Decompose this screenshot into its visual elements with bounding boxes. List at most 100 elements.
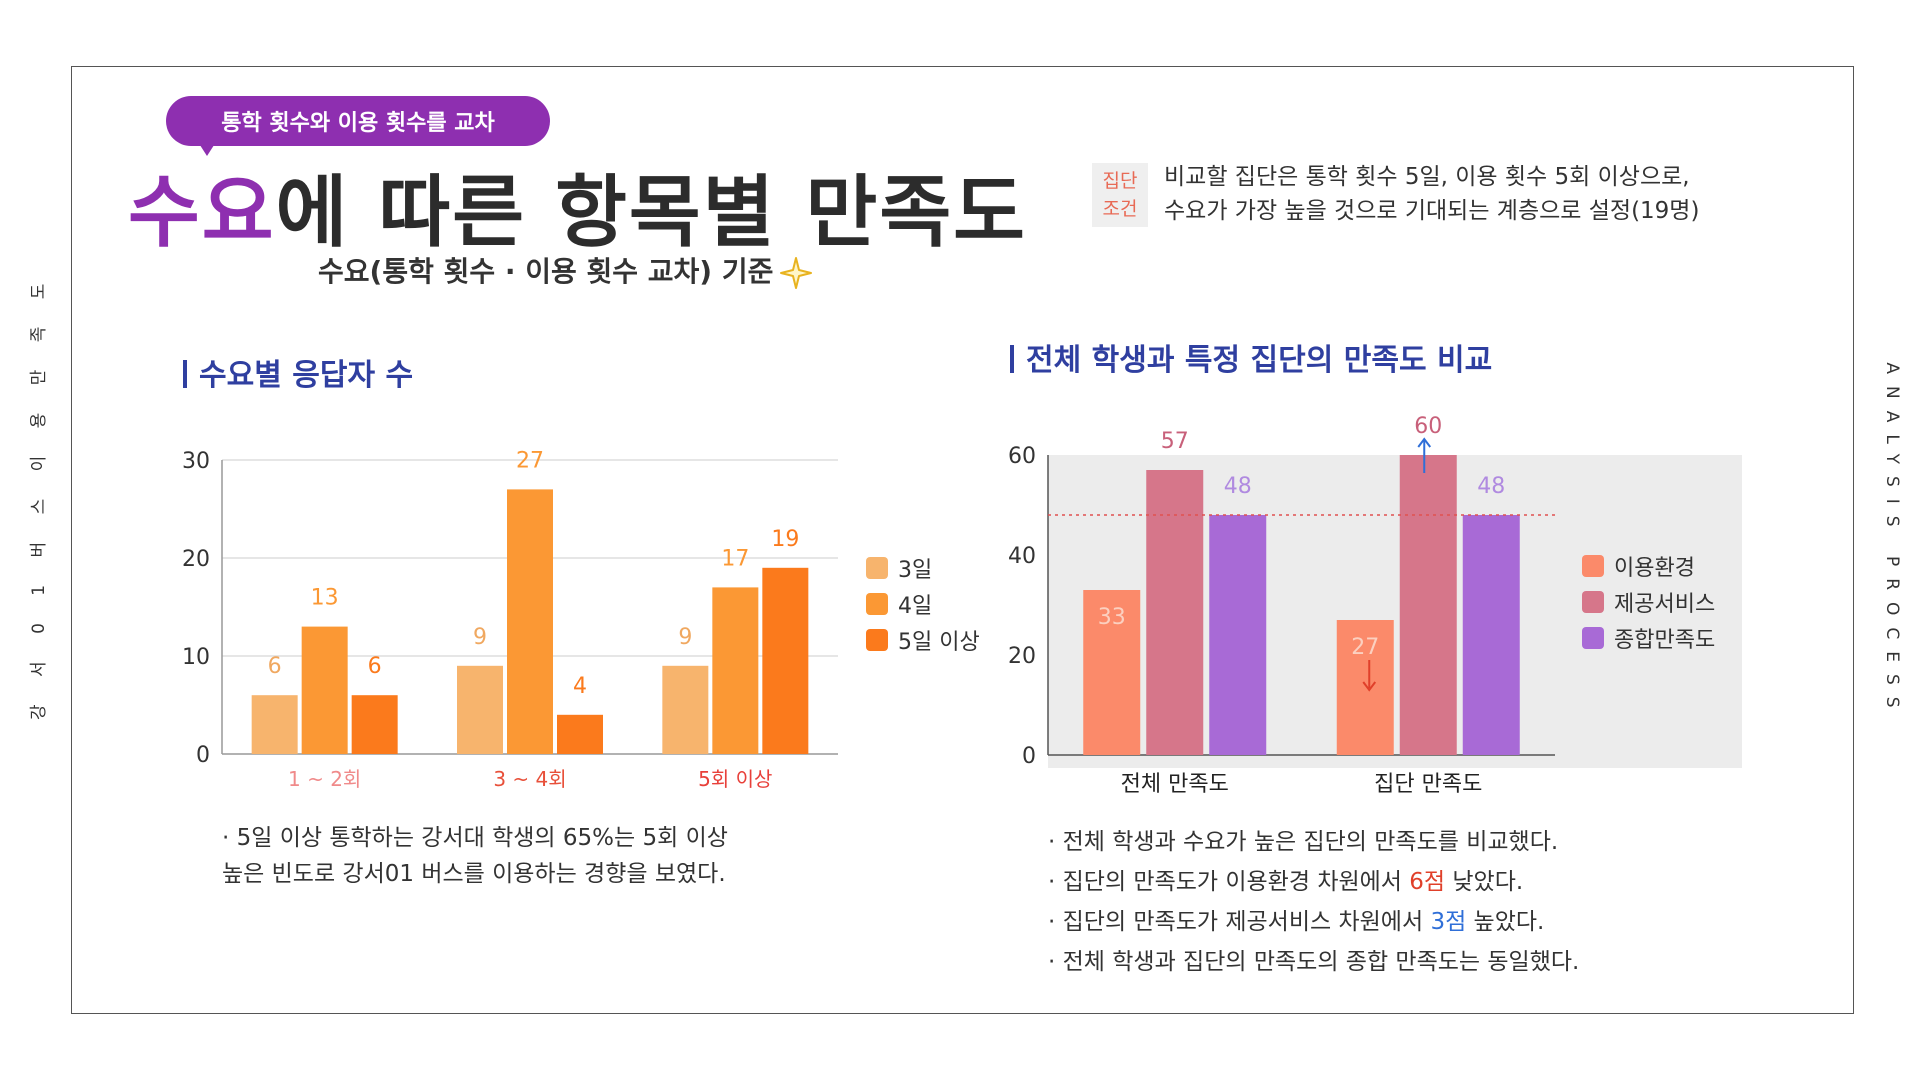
bar <box>1336 620 1394 755</box>
right-note-2-pre: · 집단의 만족도가 이용환경 차원에서 <box>1048 869 1410 895</box>
respondents-legend-item: 3일 <box>866 550 980 586</box>
legend-label: 4일 <box>898 594 933 619</box>
legend-swatch <box>1582 555 1604 577</box>
condition-tag-line1: 집단 <box>1102 170 1138 192</box>
right-section-title-text: 전체 학생과 특정 집단의 만족도 비교 <box>1026 343 1493 378</box>
x-tick-label: 3 ~ 4회 <box>493 767 566 791</box>
side-label-left-text: 강 서 0 1 버 스 이 용 만 족 도 <box>29 272 49 720</box>
down-arrow-head <box>1362 681 1377 692</box>
legend-label: 제공서비스 <box>1614 592 1716 617</box>
data-label: 48 <box>1477 474 1505 499</box>
x-tick-label: 5회 이상 <box>698 767 772 791</box>
right-note-2: · 집단의 만족도가 이용환경 차원에서 6점 낮았다. <box>1048 862 1579 902</box>
data-label: 9 <box>678 625 692 650</box>
condition-line1: 비교할 집단은 통학 횟수 5일, 이용 횟수 5회 이상으로, <box>1164 164 1690 190</box>
right-note-3-pre: · 집단의 만족도가 제공서비스 차원에서 <box>1048 909 1431 935</box>
legend-swatch <box>866 629 888 651</box>
data-label: 48 <box>1224 474 1252 499</box>
respondents-legend-item: 5일 이상 <box>866 622 980 658</box>
satisfaction-legend-item: 종합만족도 <box>1582 620 1715 656</box>
side-label-right-text: ANALYSIS PROCESS <box>1882 362 1902 720</box>
left-note-line2: 높은 빈도로 강서01 버스를 이용하는 경향을 보였다. <box>222 861 726 887</box>
header-pill: 통학 횟수와 이용 횟수를 교차 <box>166 96 550 146</box>
bar <box>457 665 503 754</box>
left-note-line1: · 5일 이상 통학하는 강서대 학생의 65%는 5회 이상 <box>222 825 728 851</box>
data-label: 33 <box>1098 605 1126 630</box>
y-tick-label: 0 <box>196 743 210 768</box>
x-tick-label: 1 ~ 2회 <box>288 767 361 791</box>
x-tick-label: 집단 만족도 <box>1374 772 1482 797</box>
respondents-bar-chart: 0 10 20 30 6 13 6 1 ~ 2회 9 27 4 3 ~ 4회 9 17 19 5회 이상 <box>182 448 838 791</box>
page-subtitle-text: 수요(통학 횟수 · 이용 횟수 교차) 기준 <box>318 255 774 288</box>
right-notes: · 전체 학생과 수요가 높은 집단의 만족도를 비교했다. · 집단의 만족도… <box>1048 822 1579 982</box>
data-label: 4 <box>573 674 587 699</box>
satisfaction-bar-chart: 0 20 40 60 33 57 48 전체 만족도 27 60 48 집단 만족도 <box>1008 414 1742 797</box>
bar <box>507 489 553 754</box>
legend-swatch <box>866 557 888 579</box>
section-bar <box>183 360 187 388</box>
right-note-2-post: 낮았다. <box>1445 869 1524 895</box>
page-title: 수요에 따른 항목별 만족도 <box>128 150 1027 262</box>
bar <box>1083 590 1141 755</box>
legend-label: 5일 이상 <box>898 630 980 655</box>
legend-swatch <box>866 593 888 615</box>
data-label: 57 <box>1161 429 1189 454</box>
y-tick-label: 0 <box>1022 744 1036 769</box>
page-title-rest: 에 따른 항목별 만족도 <box>275 168 1027 258</box>
bar <box>351 695 398 754</box>
satisfaction-legend-item: 이용환경 <box>1582 548 1715 584</box>
legend-swatch <box>1582 627 1604 649</box>
y-tick-label: 40 <box>1008 544 1036 569</box>
data-label: 60 <box>1414 414 1442 439</box>
legend-swatch <box>1582 591 1604 613</box>
legend-label: 이용환경 <box>1614 556 1695 581</box>
y-tick-label: 30 <box>182 449 210 474</box>
right-note-1: · 전체 학생과 수요가 높은 집단의 만족도를 비교했다. <box>1048 829 1559 855</box>
condition-tag-line2: 조건 <box>1102 198 1138 220</box>
sparkle-icon <box>780 257 813 289</box>
right-note-3-post: 높았다. <box>1466 909 1545 935</box>
condition-line2: 수요가 가장 높을 것으로 기대되는 계층으로 설정(19명) <box>1164 198 1700 224</box>
bar <box>251 695 298 754</box>
data-label: 27 <box>516 448 544 473</box>
right-note-4: · 전체 학생과 집단의 만족도의 종합 만족도는 동일했다. <box>1048 949 1580 975</box>
section-bar <box>1010 345 1014 373</box>
bar <box>762 567 809 754</box>
bar <box>1399 455 1457 755</box>
data-label: 27 <box>1351 635 1379 660</box>
satisfaction-legend-item: 제공서비스 <box>1582 584 1715 620</box>
bar <box>1462 515 1520 755</box>
page-title-accent: 수요 <box>128 168 276 258</box>
left-section-title: 수요별 응답자 수 <box>183 350 413 394</box>
data-label: 9 <box>473 625 487 650</box>
bar <box>557 714 603 754</box>
data-label: 13 <box>311 586 339 611</box>
y-tick-label: 20 <box>182 547 210 572</box>
bar <box>1146 470 1204 755</box>
condition-description: 비교할 집단은 통학 횟수 5일, 이용 횟수 5회 이상으로, 수요가 가장 높… <box>1164 160 1699 228</box>
header-pill-tail <box>198 142 216 156</box>
y-tick-label: 10 <box>182 645 210 670</box>
data-label: 17 <box>721 546 749 571</box>
bar <box>662 665 709 754</box>
data-label: 19 <box>771 527 799 552</box>
y-tick-label: 60 <box>1008 444 1036 469</box>
respondents-legend: 3일 4일 5일 이상 <box>866 550 980 658</box>
bar <box>301 626 348 754</box>
y-tick-label: 20 <box>1008 644 1036 669</box>
bar <box>712 587 759 754</box>
right-note-3: · 집단의 만족도가 제공서비스 차원에서 3점 높았다. <box>1048 902 1579 942</box>
right-note-3-highlight: 3점 <box>1430 909 1467 935</box>
page-subtitle: 수요(통학 횟수 · 이용 횟수 교차) 기준 <box>318 250 813 290</box>
side-label-right: ANALYSIS PROCESS <box>1878 326 1902 756</box>
right-section-title: 전체 학생과 특정 집단의 만족도 비교 <box>1010 335 1492 379</box>
left-section-title-text: 수요별 응답자 수 <box>199 358 414 393</box>
side-label-left: 강 서 0 1 버 스 이 용 만 족 도 <box>24 272 49 720</box>
data-label: 6 <box>268 654 282 679</box>
bar <box>1209 515 1267 755</box>
respondents-legend-item: 4일 <box>866 586 980 622</box>
up-arrow-head <box>1417 437 1432 448</box>
